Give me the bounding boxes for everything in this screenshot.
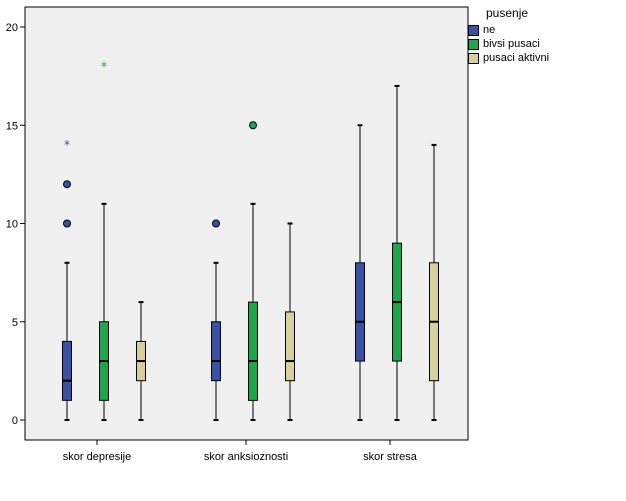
box-iqr (248, 301, 258, 401)
box-iqr (285, 311, 295, 382)
x-category-label: skor anksioznosti (204, 451, 288, 463)
legend-item-ne: ne (468, 23, 549, 37)
box-iqr (62, 340, 72, 401)
legend-item-bivsi-pusaci: bivsi pusaci (468, 37, 549, 51)
legend-label-ne: ne (483, 24, 496, 36)
legend-label-bivsi-pusaci: bivsi pusaci (483, 38, 540, 50)
outlier-point (63, 180, 71, 189)
y-tick-label: 20 (6, 22, 18, 34)
x-axis: skor depresije skor anksioznosti skor stre… (63, 440, 418, 463)
box-bivsi-pusaci-2 (392, 84, 402, 421)
y-tick-label: 10 (6, 219, 18, 231)
y-axis: 0 5 10 15 20 (6, 22, 25, 427)
plot-area (24, 6, 469, 441)
y-tick-label: 5 (12, 317, 18, 329)
box-bivsi-pusaci-0: * (99, 59, 109, 421)
box-bivsi-pusaci-1 (248, 121, 258, 421)
legend: pusenje ne bivsi pusaci pusaci aktivni (468, 6, 549, 65)
legend-title: pusenje (486, 6, 529, 20)
box-pusaci-aktivni-1 (285, 222, 295, 421)
legend-label-pusaci-aktivni: pusaci aktivni (483, 52, 550, 64)
y-tick-label: 0 (12, 415, 18, 427)
outlier-point (212, 219, 220, 228)
box-ne-0: * (62, 138, 72, 421)
box-iqr (355, 262, 365, 362)
outlier-point (249, 121, 257, 130)
x-category-label: skor stresa (363, 451, 418, 463)
y-tick-label: 15 (6, 120, 18, 132)
box-iqr (211, 321, 221, 382)
extreme-point: * (64, 138, 70, 152)
legend-swatch-ne (468, 24, 479, 36)
box-pusaci-aktivni-2 (429, 143, 439, 421)
extreme-point: * (101, 59, 107, 73)
legend-swatch-pusaci-aktivni (468, 52, 479, 64)
outlier-point (63, 219, 71, 228)
box-series: ** (62, 59, 439, 421)
legend-item-pusaci-aktivni: pusaci aktivni (468, 51, 549, 65)
x-category-label: skor depresije (63, 451, 131, 463)
legend-swatch-bivsi-pusaci (468, 38, 479, 50)
box-pusaci-aktivni-0 (136, 301, 146, 421)
box-ne-1 (211, 219, 221, 421)
box-ne-2 (355, 124, 365, 421)
